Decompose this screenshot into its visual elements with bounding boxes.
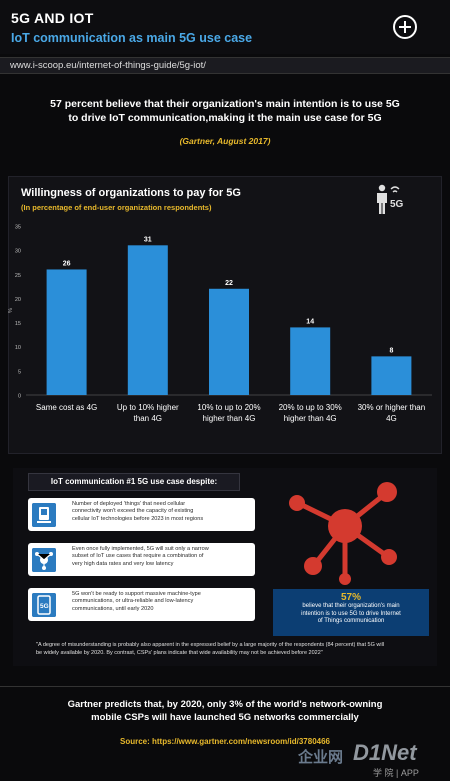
person-5g-icon: 5G xyxy=(377,184,404,214)
x-tick-label: 30% or higher than xyxy=(358,403,426,412)
watermark-cn: 企业网 xyxy=(298,749,344,766)
stat-number: 57% xyxy=(340,592,361,603)
x-tick-label: Up to 10% higher xyxy=(117,403,179,412)
despite-item-1: Number of deployed 'things' that need ce… xyxy=(28,498,255,531)
watermark-sub: 学 院 | APP xyxy=(373,768,419,778)
data-label: 14 xyxy=(306,318,314,325)
y-tick-label: 5 xyxy=(18,369,21,375)
stat-text: believe that their organization's main i… xyxy=(301,603,401,624)
chart-subtitle: (In percentage of end-user organization … xyxy=(21,203,212,212)
icon-5g-label: 5G xyxy=(390,199,404,210)
svg-text:5G: 5G xyxy=(40,603,49,610)
bar xyxy=(371,356,412,395)
misunderstanding-quote: "A degree of misunderstanding is probabl… xyxy=(36,642,385,656)
brand-logo-icon xyxy=(393,15,417,39)
despite-item-2: Even once fully implemented, 5G will sui… xyxy=(28,543,255,576)
y-tick-label: 20 xyxy=(15,297,21,303)
despite-heading: IoT communication #1 5G use case despite… xyxy=(28,473,240,491)
intro-line-2: to drive IoT communication,making it the… xyxy=(68,112,382,124)
despite-item-text: Even once fully implemented, 5G will sui… xyxy=(72,546,209,567)
y-tick-label: 35 xyxy=(15,225,21,231)
bar xyxy=(209,288,249,395)
data-label: 22 xyxy=(225,280,233,287)
x-tick-label: 20% to up to 30% xyxy=(279,403,342,412)
despite-item-text: Number of deployed 'things' that need ce… xyxy=(72,501,204,522)
sensor-device-icon xyxy=(32,503,56,527)
watermark: 企业网 D1Net 学 院 | APP xyxy=(298,740,448,778)
url-bar: www.i-scoop.eu/internet-of-things-guide/… xyxy=(0,57,450,74)
y-tick-label: 25 xyxy=(15,273,21,279)
bar xyxy=(46,269,87,395)
network-nodes-icon xyxy=(32,548,56,572)
gartner-prediction: Gartner predicts that, by 2020, only 3% … xyxy=(67,699,383,723)
divider xyxy=(0,686,450,687)
x-tick-label: 10% to up to 20% xyxy=(197,403,260,412)
bar xyxy=(290,327,331,395)
watermark-logo: D1Net xyxy=(353,740,417,765)
intro-statement: 57 percent believe that their organizati… xyxy=(40,97,410,125)
header: 5G AND IOT IoT communication as main 5G … xyxy=(0,0,450,54)
data-label: 8 xyxy=(389,347,393,354)
chart-title: Willingness of organizations to pay for … xyxy=(21,187,241,199)
source-link[interactable]: Source: https://www.gartner.com/newsroom… xyxy=(120,737,330,746)
intro-line-1: 57 percent believe that their organizati… xyxy=(50,98,400,110)
x-tick-label: higher than 4G xyxy=(203,414,256,423)
x-tick-label: 4G xyxy=(386,414,397,423)
intro-citation: (Gartner, August 2017) xyxy=(179,136,271,146)
data-label: 26 xyxy=(63,260,71,267)
page-title: 5G AND IOT xyxy=(11,10,94,26)
y-tick-label: 10 xyxy=(15,345,21,351)
data-label: 31 xyxy=(144,236,152,243)
despite-item-3: 5G 5G won't be ready to support massive … xyxy=(28,588,255,621)
y-axis-label: % xyxy=(8,308,14,313)
iot-network-icon xyxy=(289,482,397,585)
despite-item-text: 5G won't be ready to support massive mac… xyxy=(72,591,201,612)
x-tick-label: Same cost as 4G xyxy=(36,403,97,412)
x-tick-label: than 4G xyxy=(134,414,162,423)
stat-box: 57% believe that their organization's ma… xyxy=(273,589,429,636)
y-tick-label: 30 xyxy=(15,249,21,255)
y-tick-label: 15 xyxy=(15,321,21,327)
source-url[interactable]: www.i-scoop.eu/internet-of-things-guide/… xyxy=(10,60,206,71)
page-subtitle: IoT communication as main 5G use case xyxy=(11,31,253,45)
y-tick-label: 0 xyxy=(18,394,21,400)
x-tick-label: higher than 4G xyxy=(284,414,337,423)
5g-phone-icon: 5G xyxy=(32,593,56,617)
bar xyxy=(127,245,168,395)
